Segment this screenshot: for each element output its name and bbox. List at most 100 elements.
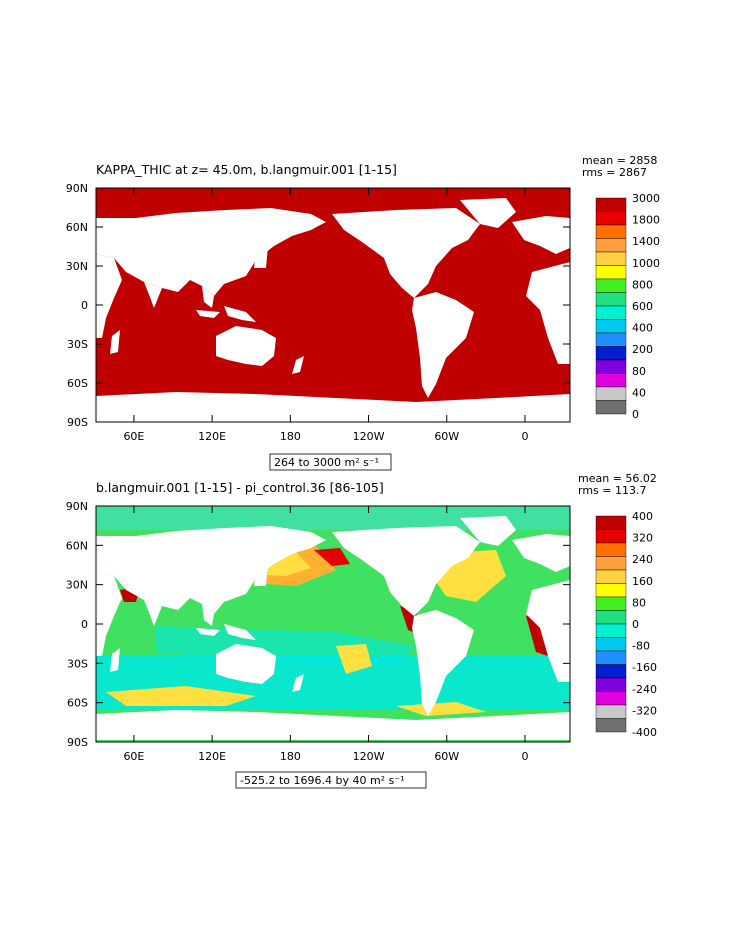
- panel-2-mean: mean = 56.02: [578, 472, 657, 485]
- colorbar-swatch: [595, 359, 627, 374]
- colorbar-swatch: [595, 346, 627, 361]
- colorbar-swatch: [595, 704, 627, 719]
- colorbar-label: -80: [632, 640, 650, 653]
- colorbar-label: 160: [632, 575, 653, 588]
- colorbar-label: 1800: [632, 214, 660, 227]
- panel-1-rms: rms = 2867: [582, 166, 647, 179]
- colorbar-label: 80: [632, 365, 646, 378]
- colorbar-label: -160: [632, 661, 657, 674]
- lon-label-120e: 120E: [198, 430, 226, 443]
- lat-label-90n: 90N: [66, 500, 88, 513]
- colorbar-label: 80: [632, 596, 646, 609]
- colorbar-swatch: [595, 623, 627, 638]
- colorbar-swatch: [595, 542, 627, 557]
- colorbar-swatch: [595, 664, 627, 679]
- colorbar-label: -240: [632, 683, 657, 696]
- lat-label-90n: 90N: [66, 182, 88, 195]
- lat-label-60n: 60N: [66, 221, 88, 234]
- panel-2-ticks: [96, 505, 570, 743]
- colorbar-swatch: [595, 251, 627, 266]
- colorbar-label: 40: [632, 386, 646, 399]
- panel-1-map: [95, 187, 571, 423]
- colorbar-label: 600: [632, 300, 653, 313]
- panel-1-range-box: 264 to 3000 m² s⁻¹: [269, 453, 392, 471]
- panel-1-range-label: 264 to 3000 m² s⁻¹: [274, 456, 379, 469]
- panel-2-rms: rms = 113.7: [578, 484, 646, 497]
- lat-label-60s: 60S: [67, 377, 88, 390]
- panel-2-colorbar: 400 320 240 160 80 0 -80 -160 -240 -320 -400: [595, 510, 657, 739]
- lon-label-180: 180: [280, 430, 301, 443]
- colorbar-swatch: [595, 211, 627, 226]
- lat-label-60s: 60S: [67, 697, 88, 710]
- colorbar-label: -320: [632, 704, 657, 717]
- lon-label-120w: 120W: [353, 750, 385, 763]
- panel-2-range-box: -525.2 to 1696.4 by 40 m² s⁻¹: [235, 771, 427, 789]
- colorbar-swatch: [595, 596, 627, 611]
- colorbar-swatch: [595, 265, 627, 280]
- colorbar-label: 400: [632, 322, 653, 335]
- lon-label-180: 180: [280, 750, 301, 763]
- lat-label-0: 0: [81, 299, 88, 312]
- colorbar-swatch: [595, 305, 627, 320]
- colorbar-swatch: [595, 650, 627, 665]
- lat-label-30s: 30S: [67, 657, 88, 670]
- colorbar-swatch: [595, 197, 627, 212]
- colorbar-swatch: [595, 529, 627, 544]
- panel-2-title: b.langmuir.001 [1-15] - pi_control.36 [8…: [96, 480, 384, 495]
- lon-label-60w: 60W: [434, 750, 459, 763]
- colorbar-label: 200: [632, 343, 653, 356]
- colorbar-swatch: [595, 292, 627, 307]
- colorbar-swatch: [595, 332, 627, 347]
- panel-2-lon-axis: 60E 120E 180 120W 60W 0: [123, 750, 528, 763]
- panel-2: b.langmuir.001 [1-15] - pi_control.36 [8…: [66, 472, 657, 789]
- panel-2-range-label: -525.2 to 1696.4 by 40 m² s⁻¹: [240, 774, 405, 787]
- lat-label-30n: 30N: [66, 260, 88, 273]
- colorbar-swatch: [595, 637, 627, 652]
- colorbar-swatch: [595, 569, 627, 584]
- panel-2-lat-axis: 90N 60N 30N 0 30S 60S 90S: [66, 500, 88, 749]
- colorbar-label: -400: [632, 726, 657, 739]
- colorbar-swatch: [595, 278, 627, 293]
- lat-label-90s: 90S: [67, 416, 88, 429]
- colorbar-swatch: [595, 319, 627, 334]
- colorbar-swatch: [595, 515, 627, 530]
- lat-label-0: 0: [81, 618, 88, 631]
- panel-1: KAPPA_THIC at z= 45.0m, b.langmuir.001 […: [66, 154, 660, 471]
- colorbar-swatch: [595, 400, 627, 415]
- lon-label-0: 0: [521, 750, 528, 763]
- panel-1-lon-axis: 60E 120E 180 120W 60W 0: [123, 430, 528, 443]
- colorbar-swatch: [595, 238, 627, 253]
- lat-label-60n: 60N: [66, 539, 88, 552]
- panel-2-map: [95, 505, 571, 743]
- lon-label-60e: 60E: [123, 750, 144, 763]
- panel-1-lat-axis: 90N 60N 30N 0 30S 60S 90S: [66, 182, 88, 429]
- colorbar-swatch: [595, 224, 627, 239]
- colorbar-label: 240: [632, 553, 653, 566]
- colorbar-swatch: [595, 556, 627, 571]
- colorbar-label: 0: [632, 618, 639, 631]
- colorbar-swatch: [595, 386, 627, 401]
- colorbar-swatch: [595, 677, 627, 692]
- lon-label-0: 0: [521, 430, 528, 443]
- panel-1-mean: mean = 2858: [582, 154, 657, 167]
- colorbar-label: 400: [632, 510, 653, 523]
- colorbar-swatch: [595, 583, 627, 598]
- lon-label-120w: 120W: [353, 430, 385, 443]
- panel-1-title: KAPPA_THIC at z= 45.0m, b.langmuir.001 […: [96, 162, 397, 177]
- colorbar-swatch: [595, 718, 627, 733]
- colorbar-label: 800: [632, 278, 653, 291]
- colorbar-label: 320: [632, 532, 653, 545]
- colorbar-label: 3000: [632, 192, 660, 205]
- lon-label-120e: 120E: [198, 750, 226, 763]
- colorbar-label: 1400: [632, 235, 660, 248]
- panel-1-ticks: [96, 187, 570, 423]
- colorbar-swatch: [595, 373, 627, 388]
- colorbar-label: 0: [632, 408, 639, 421]
- colorbar-label: 1000: [632, 257, 660, 270]
- colorbar-swatch: [595, 610, 627, 625]
- lat-label-30n: 30N: [66, 579, 88, 592]
- lat-label-90s: 90S: [67, 736, 88, 749]
- lat-label-30s: 30S: [67, 338, 88, 351]
